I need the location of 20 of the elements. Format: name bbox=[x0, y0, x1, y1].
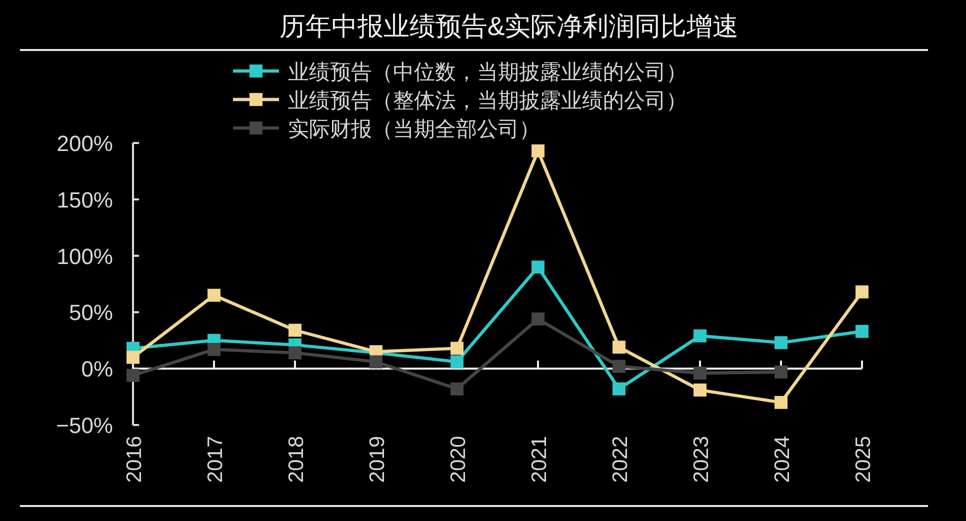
y-tick-label: 100% bbox=[56, 244, 113, 269]
y-tick-label: 50% bbox=[68, 300, 113, 326]
x-tick-label: 2021 bbox=[528, 436, 551, 483]
x-tick-label: 2024 bbox=[771, 436, 794, 483]
legend-label: 实际财报（当期全部公司） bbox=[288, 118, 540, 141]
y-tick-label: 150% bbox=[56, 187, 113, 212]
x-tick-label: 2022 bbox=[609, 436, 632, 483]
legend-label: 业绩预告（中位数，当期披露业绩的公司） bbox=[288, 61, 687, 84]
y-tick-label: 200% bbox=[56, 131, 113, 156]
x-tick-label: 2023 bbox=[690, 436, 713, 483]
x-tick-label: 2020 bbox=[447, 436, 470, 483]
x-tick-label: 2017 bbox=[204, 436, 227, 483]
title: 历年中报业绩预告&实际净利润同比增速 bbox=[279, 11, 739, 41]
y-tick-label: −50% bbox=[56, 413, 113, 438]
x-tick-label: 2019 bbox=[366, 436, 389, 483]
x-tick-label: 2025 bbox=[852, 436, 875, 483]
legend-label: 业绩预告（整体法，当期披露业绩的公司） bbox=[288, 90, 687, 112]
x-tick-label: 2018 bbox=[285, 436, 308, 483]
y-tick-label: 0% bbox=[81, 356, 113, 382]
x-tick-label: 2016 bbox=[123, 436, 146, 483]
